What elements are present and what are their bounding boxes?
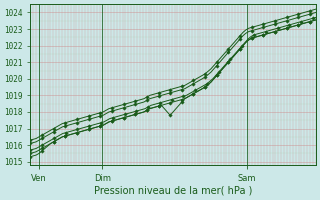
X-axis label: Pression niveau de la mer( hPa ): Pression niveau de la mer( hPa ) (94, 186, 252, 196)
